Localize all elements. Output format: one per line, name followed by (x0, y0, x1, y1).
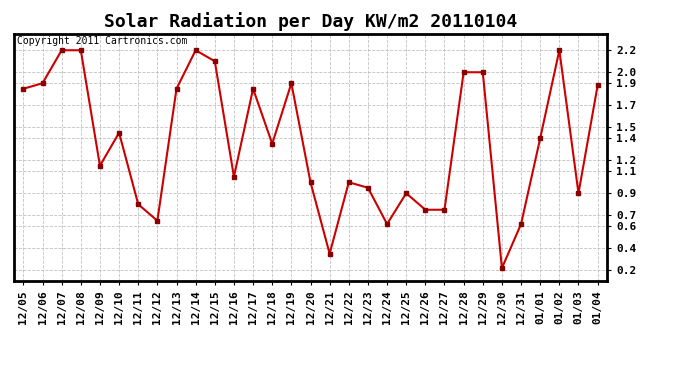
Title: Solar Radiation per Day KW/m2 20110104: Solar Radiation per Day KW/m2 20110104 (104, 12, 517, 31)
Text: Copyright 2011 Cartronics.com: Copyright 2011 Cartronics.com (17, 36, 187, 46)
